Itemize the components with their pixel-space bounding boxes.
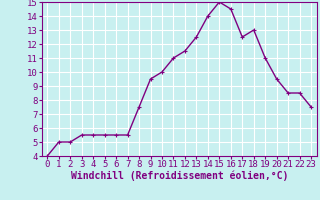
X-axis label: Windchill (Refroidissement éolien,°C): Windchill (Refroidissement éolien,°C) (70, 171, 288, 181)
